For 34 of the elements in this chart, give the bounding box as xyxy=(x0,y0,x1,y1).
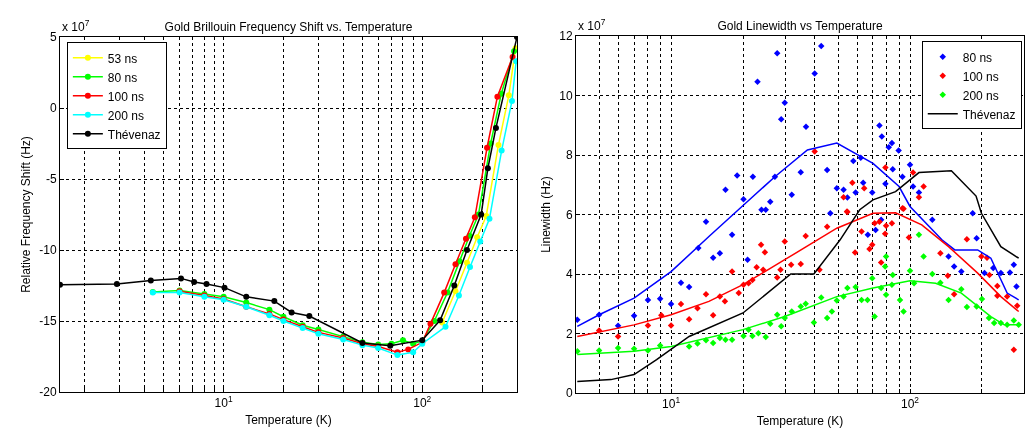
y-axis-title: Relative Frequency Shift (Hz) xyxy=(18,136,33,293)
y-axis-title: Linewidth (Hz) xyxy=(538,176,553,253)
x-tick-label: 10$^{2}$ xyxy=(413,394,432,411)
x-axis-title: Temperature (K) xyxy=(756,414,844,429)
y-tick-label: 8 xyxy=(565,148,573,163)
x-tick-label: 10$^{1}$ xyxy=(662,395,681,412)
y-tick-label: -20 xyxy=(39,385,57,400)
chart-title: Gold Linewidth vs Temperature xyxy=(717,19,883,33)
legend-label: Thévenaz xyxy=(107,127,161,142)
legend-label: 100 ns xyxy=(962,69,999,84)
text: x 10$^{7}$ xyxy=(62,18,90,35)
y-tick-label: -10 xyxy=(39,243,57,258)
y-tick-label: 5 xyxy=(49,30,57,45)
legend-label: 53 ns xyxy=(107,51,138,66)
y-tick-label: 4 xyxy=(565,267,573,282)
y-tick-label: 0 xyxy=(49,101,57,116)
y-tick-label: 6 xyxy=(565,207,573,222)
y-tick-label: 10 xyxy=(559,88,573,103)
y-tick-label: 12 xyxy=(559,29,573,44)
y-tick-label: 0 xyxy=(565,386,573,401)
legend-label: 200 ns xyxy=(962,88,999,103)
y-tick-label: 2 xyxy=(565,326,573,341)
y-tick-label: -15 xyxy=(39,314,57,329)
x-tick-label: 10$^{1}$ xyxy=(214,394,233,411)
chart-title: Gold Brillouin Frequency Shift vs. Temperature xyxy=(164,20,413,34)
text: x 10$^{7}$ xyxy=(578,17,606,34)
legend-label: 100 ns xyxy=(107,89,144,104)
legend-label: 80 ns xyxy=(962,50,993,65)
x-axis-title: Temperature (K) xyxy=(245,413,332,428)
x-tick-label: 10$^{2}$ xyxy=(900,395,920,412)
legend-label: 80 ns xyxy=(107,70,138,85)
legend-label: 200 ns xyxy=(107,108,144,123)
legend-label: Thévenaz xyxy=(962,107,1016,122)
y-tick-label: -5 xyxy=(45,172,57,187)
